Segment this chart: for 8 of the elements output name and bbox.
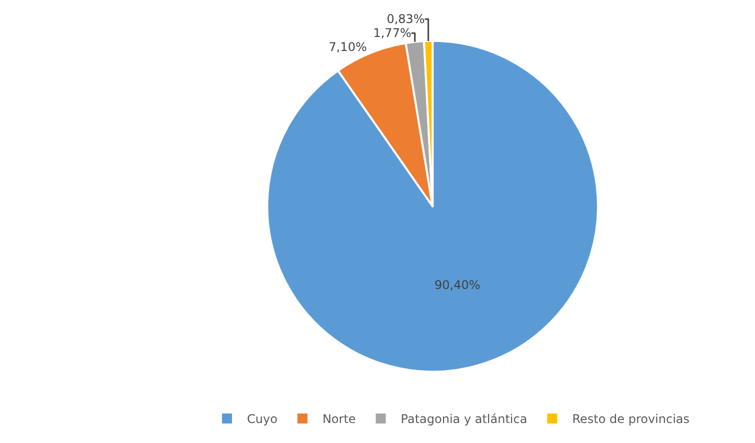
data-label: 90,40% <box>434 278 480 292</box>
legend-label: Patagonia y atlántica <box>400 412 528 426</box>
data-label: 7,10% <box>328 40 367 54</box>
data-label: 0,83% <box>386 12 425 26</box>
legend-label: Cuyo <box>247 412 278 426</box>
legend-label: Resto de provincias <box>572 412 690 426</box>
data-label: 1,77% <box>373 26 412 40</box>
legend-label: Norte <box>322 412 356 426</box>
